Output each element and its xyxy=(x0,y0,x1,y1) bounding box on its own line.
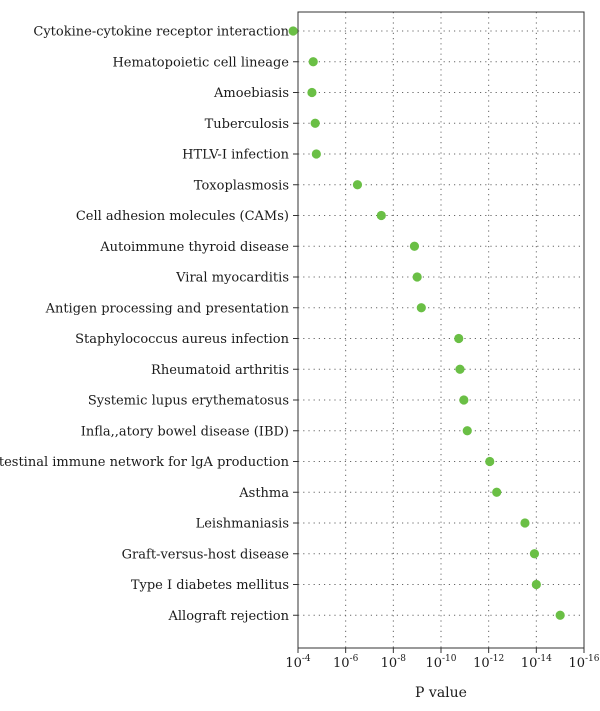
data-point xyxy=(531,579,541,590)
x-tick-label: 10-16 xyxy=(568,654,599,671)
grid-lines xyxy=(298,12,584,648)
category-label: Asthma xyxy=(238,486,289,501)
x-tick-label-exponent: -8 xyxy=(397,654,406,664)
x-tick-label-base: 10 xyxy=(473,656,490,671)
category-label: Systemic lupus erythematosus xyxy=(88,394,289,409)
x-tick-label-exponent: -6 xyxy=(350,654,359,664)
category-label: HTLV-I infection xyxy=(182,148,289,163)
x-tick-label-base: 10 xyxy=(285,656,302,671)
data-point xyxy=(520,518,530,528)
category-label: Staphylococcus aureus infection xyxy=(75,332,289,347)
data-point xyxy=(311,149,321,159)
x-tick-label-exponent: -12 xyxy=(490,654,505,664)
category-label: Type I diabetes mellitus xyxy=(131,578,289,593)
data-point xyxy=(307,87,317,98)
category-label: Hematopoietic cell lineage xyxy=(112,55,289,70)
x-tick-label-base: 10 xyxy=(333,656,350,671)
category-label: Infla,,atory bowel disease (IBD) xyxy=(81,424,289,439)
x-tick-label: 10-4 xyxy=(285,654,311,671)
data-points xyxy=(288,26,565,620)
data-point xyxy=(485,456,495,467)
x-tick-label-base: 10 xyxy=(381,656,398,671)
x-tick-label: 10-14 xyxy=(521,654,552,671)
tick-marks xyxy=(293,30,585,653)
category-label: Amoebiasis xyxy=(213,86,289,101)
data-point xyxy=(310,118,320,128)
category-label: Intestinal immune network for lgA produc… xyxy=(0,455,290,470)
data-point xyxy=(529,549,540,559)
x-tick-labels: 10-4 10-6 10-8 10-10 10-12 10-14 10-16 xyxy=(285,654,599,671)
category-label: Cytokine-cytokine receptor interaction xyxy=(33,25,289,40)
category-labels: Cytokine-cytokine receptor interaction He… xyxy=(0,25,290,624)
x-tick-label-exponent: -16 xyxy=(585,654,600,664)
data-point xyxy=(409,241,420,251)
x-tick-label: 10-10 xyxy=(425,654,456,671)
data-point xyxy=(308,57,318,67)
x-tick-label-exponent: -4 xyxy=(302,654,311,664)
category-label: Cell adhesion molecules (CAMs) xyxy=(76,209,289,224)
category-label: Graft-versus-host disease xyxy=(122,547,290,562)
x-tick-label-exponent: -10 xyxy=(442,654,457,664)
data-point xyxy=(352,180,363,190)
x-tick-label-exponent: -14 xyxy=(537,654,552,664)
x-tick-label: 10-8 xyxy=(381,654,407,671)
x-tick-label-base: 10 xyxy=(425,656,442,671)
data-point xyxy=(459,395,469,405)
category-label: Autoimmune thyroid disease xyxy=(99,240,289,255)
data-point xyxy=(555,610,565,620)
category-label: Rheumatoid arthritis xyxy=(151,363,289,378)
data-point xyxy=(454,333,464,344)
x-tick-label-base: 10 xyxy=(568,656,585,671)
category-label: Toxoplasmosis xyxy=(194,178,289,193)
data-point xyxy=(412,272,422,282)
x-tick-label: 10-6 xyxy=(333,654,359,671)
x-tick-label-base: 10 xyxy=(521,656,538,671)
category-label: Allograft rejection xyxy=(168,609,290,624)
data-point xyxy=(462,426,472,436)
data-point xyxy=(455,364,465,374)
data-point xyxy=(376,210,386,221)
data-point xyxy=(492,487,502,497)
category-label: Leishmaniasis xyxy=(196,517,289,532)
x-axis-title: P value xyxy=(415,685,467,701)
data-point xyxy=(416,303,426,313)
data-point xyxy=(288,26,298,36)
x-tick-label: 10-12 xyxy=(473,654,504,671)
category-label: Tuberculosis xyxy=(205,117,289,132)
category-label: Antigen processing and presentation xyxy=(45,301,290,316)
category-label: Viral myocarditis xyxy=(175,271,289,286)
